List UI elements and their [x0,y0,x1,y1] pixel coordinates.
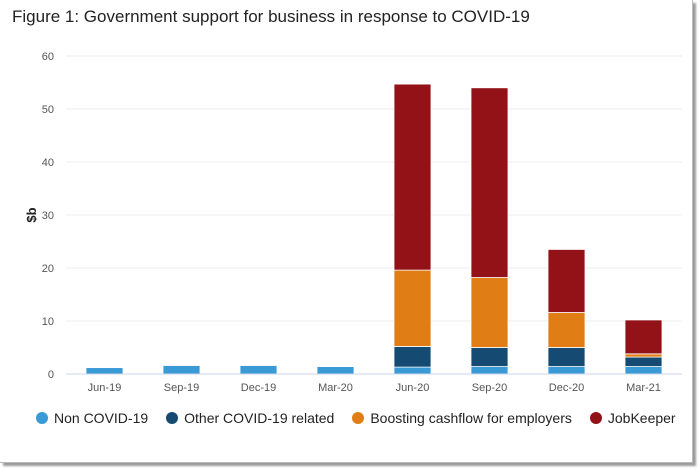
bar-segment-boosting-cashflow-for-employers-jun-20 [393,269,432,347]
chart-frame: Figure 1: Government support for busines… [0,0,693,463]
legend-label: Non COVID-19 [54,410,149,426]
bar-segment-boosting-cashflow-for-employers-sep-20 [470,277,509,348]
bar-segment-non-covid-19-sep-20 [470,366,509,375]
bar-segment-non-covid-19-jun-19 [85,367,124,375]
legend-label: Boosting cashflow for employers [370,410,572,426]
y-tick-label: 30 [42,210,54,222]
legend: Non COVID-19 Other COVID-19 related Boosti… [36,410,676,426]
gridlines [66,55,682,322]
legend-item[interactable]: Other COVID-19 related [166,410,334,426]
bars [85,83,663,375]
chart-title: Figure 1: Government support for busines… [12,7,530,26]
bar-segment-other-covid-19-related-sep-20 [470,347,509,367]
legend-marker-icon [352,412,365,424]
bar-segment-non-covid-19-mar-21 [624,366,663,375]
x-tick-label: Mar-20 [318,382,353,394]
bar-segment-non-covid-19-dec-19 [239,365,278,375]
legend-item[interactable]: Boosting cashflow for employers [352,410,572,426]
x-tick-label: Jun-20 [396,382,430,394]
y-tick-label: 0 [48,369,54,381]
legend-item[interactable]: JobKeeper [589,410,676,426]
legend-marker-icon [36,412,48,424]
y-axis-ticks: 0 10 20 30 40 50 60 [42,51,54,381]
bar-segment-other-covid-19-related-jun-20 [393,346,432,368]
y-tick-label: 20 [42,263,54,275]
y-tick-label: 40 [42,157,54,169]
x-tick-label: Mar-21 [626,382,661,394]
x-tick-label: Sep-19 [164,382,199,394]
bar-segment-other-covid-19-related-mar-21 [624,356,663,367]
bar-segment-boosting-cashflow-for-employers-mar-21 [624,353,663,358]
legend-marker-icon [589,412,602,424]
y-tick-label: 10 [42,316,54,328]
bar-segment-non-covid-19-dec-20 [547,366,586,375]
x-tick-label: Dec-20 [549,382,584,394]
legend-label: Other COVID-19 related [184,410,335,426]
bar-segment-non-covid-19-sep-19 [162,365,201,375]
legend-item[interactable]: Non COVID-19 [36,410,148,426]
bar-segment-boosting-cashflow-for-employers-dec-20 [547,312,586,348]
legend-label: JobKeeper [607,410,676,426]
bar-segment-other-covid-19-related-dec-20 [547,347,586,367]
bar-segment-jobkeeper-mar-21 [624,319,663,355]
bar-segment-non-covid-19-jun-20 [393,366,432,375]
y-tick-label: 60 [42,51,54,63]
bar-segment-jobkeeper-dec-20 [547,249,586,313]
x-tick-label: Jun-19 [88,382,122,394]
bar-segment-non-covid-19-mar-20 [316,366,355,375]
x-axis-ticks: Jun-19 Sep-19 Dec-19 Mar-20 Jun-20 Sep-20 Dec-… [88,382,661,394]
y-tick-label: 50 [42,104,54,116]
bar-segment-jobkeeper-sep-20 [470,87,509,278]
y-axis-label: $b [24,207,39,222]
bar-segment-jobkeeper-jun-20 [393,83,432,271]
x-tick-label: Dec-19 [241,382,276,394]
legend-marker-icon [166,412,179,424]
x-tick-label: Sep-20 [472,382,507,394]
